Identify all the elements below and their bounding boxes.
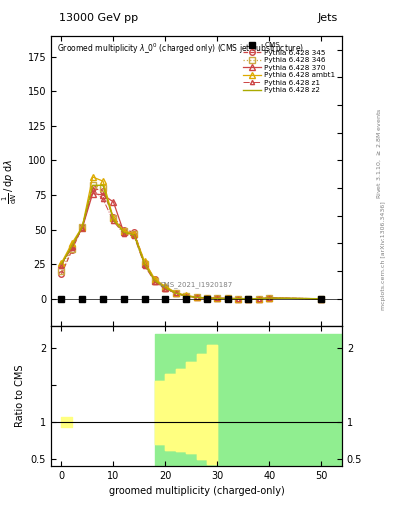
X-axis label: groomed multiplicity (charged-only): groomed multiplicity (charged-only)	[108, 486, 285, 496]
Y-axis label: Ratio to CMS: Ratio to CMS	[15, 365, 25, 428]
Y-axis label: $\frac{1}{\mathrm{d}N}\,/\,\mathrm{d}p\;\mathrm{d}\lambda$: $\frac{1}{\mathrm{d}N}\,/\,\mathrm{d}p\;…	[1, 159, 19, 204]
Text: mcplots.cern.ch [arXiv:1306.3436]: mcplots.cern.ch [arXiv:1306.3436]	[381, 202, 386, 310]
Text: Groomed multiplicity $\lambda\_0^0$ (charged only) (CMS jet substructure): Groomed multiplicity $\lambda\_0^0$ (cha…	[57, 41, 304, 56]
Legend: CMS, Pythia 6.428 345, Pythia 6.428 346, Pythia 6.428 370, Pythia 6.428 ambt1, P: CMS, Pythia 6.428 345, Pythia 6.428 346,…	[240, 39, 338, 96]
Text: 13000 GeV pp: 13000 GeV pp	[59, 13, 138, 23]
Text: Rivet 3.1.10, $\geq$ 2.8M events: Rivet 3.1.10, $\geq$ 2.8M events	[375, 108, 383, 199]
Text: Jets: Jets	[318, 13, 338, 23]
Text: CMS_2021_I1920187: CMS_2021_I1920187	[160, 281, 233, 288]
